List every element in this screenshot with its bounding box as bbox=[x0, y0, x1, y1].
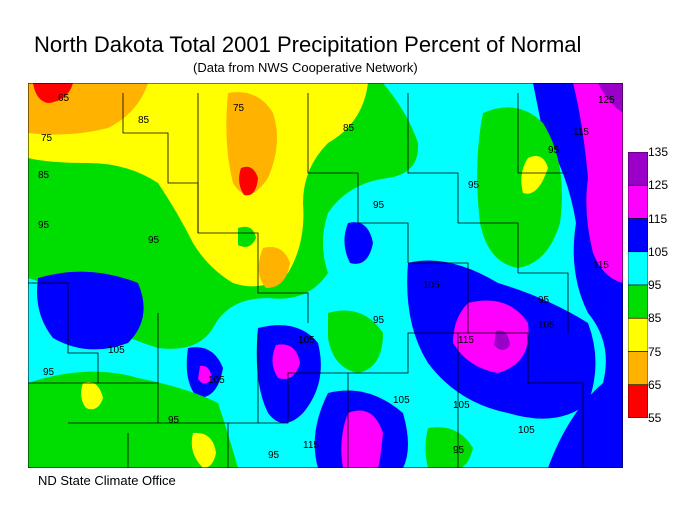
contour-label: 125 bbox=[598, 95, 615, 106]
color-legend bbox=[628, 152, 648, 418]
region-105-115-west bbox=[37, 271, 144, 350]
region-55-65-central bbox=[239, 166, 258, 196]
contour-label: 105 bbox=[108, 345, 125, 356]
contour-label: 75 bbox=[233, 103, 245, 114]
legend-label: 95 bbox=[648, 278, 662, 292]
contour-label: 85 bbox=[343, 123, 355, 134]
legend-label: 75 bbox=[648, 344, 662, 359]
region-115-125-south2 bbox=[341, 410, 383, 468]
legend-swatch bbox=[628, 218, 648, 253]
credit-text: ND State Climate Office bbox=[38, 473, 176, 488]
county-boundaries bbox=[28, 93, 584, 468]
region-105-115-center bbox=[344, 222, 373, 264]
region-85-95-ne bbox=[477, 107, 562, 268]
contour-label: 95 bbox=[373, 315, 385, 326]
contour-label: 115 bbox=[593, 260, 609, 271]
legend-swatch bbox=[628, 251, 648, 286]
contour-label: 105 bbox=[423, 280, 440, 291]
contour-label: 95 bbox=[548, 145, 560, 156]
contour-label: 115 bbox=[458, 335, 474, 346]
contour-label: 95 bbox=[168, 415, 180, 426]
contour-label: 105 bbox=[208, 375, 225, 386]
contour-label: 95 bbox=[268, 450, 280, 461]
region-85-95-sw bbox=[28, 371, 238, 468]
map-title: North Dakota Total 2001 Precipitation Pe… bbox=[34, 32, 582, 57]
contour-label: 95 bbox=[43, 367, 55, 378]
contour-label: 65 bbox=[58, 93, 70, 104]
contour-label: 105 bbox=[453, 400, 470, 411]
legend-swatch bbox=[628, 284, 648, 319]
map-subtitle: (Data from NWS Cooperative Network) bbox=[193, 60, 418, 75]
region-85-95-se bbox=[425, 427, 473, 468]
contour-label: 95 bbox=[148, 235, 160, 246]
legend-label: 55 bbox=[648, 411, 662, 425]
legend-label: 115 bbox=[648, 211, 668, 226]
region-65-75-south bbox=[258, 247, 290, 288]
contour-label: 105 bbox=[518, 425, 535, 436]
contour-label: 95 bbox=[38, 220, 50, 231]
legend-swatch bbox=[628, 317, 648, 352]
legend-swatch bbox=[628, 351, 648, 386]
region-125-135 bbox=[598, 83, 623, 113]
contour-label: 75 bbox=[41, 133, 53, 144]
contour-label: 85 bbox=[38, 170, 50, 181]
region-115-125-sw bbox=[198, 365, 212, 384]
contour-label: 95 bbox=[468, 180, 480, 191]
contour-label: 85 bbox=[138, 115, 150, 126]
legend-label: 65 bbox=[648, 377, 662, 392]
region-115-125 bbox=[573, 83, 623, 283]
region-75-85-s bbox=[191, 432, 216, 468]
precipitation-map: 65 75 85 75 85 85 95 95 95 95 95 95 95 9… bbox=[28, 83, 623, 468]
contour-label: 105 bbox=[298, 335, 315, 346]
legend-label: 135 bbox=[648, 145, 669, 159]
legend-swatch bbox=[628, 152, 648, 186]
legend-swatch bbox=[628, 184, 648, 219]
region-55-65-nw bbox=[33, 83, 73, 103]
contour-label: 95 bbox=[538, 295, 550, 306]
region-115-125-east bbox=[453, 300, 529, 373]
region-125-135-east bbox=[494, 330, 510, 350]
region-75-85-sw bbox=[81, 382, 103, 410]
region-65-75-central bbox=[226, 92, 277, 195]
region-85-95-c bbox=[328, 310, 383, 373]
contour-label: 95 bbox=[373, 200, 385, 211]
legend-label: 85 bbox=[648, 311, 662, 326]
legend-label: 105 bbox=[648, 244, 669, 259]
region-115-125-south bbox=[272, 344, 300, 379]
contour-label: 105 bbox=[393, 395, 410, 406]
region-85-95-small bbox=[238, 226, 256, 247]
contour-label: 105 bbox=[538, 320, 555, 331]
contour-label: 95 bbox=[453, 445, 465, 456]
region-75-85-ne bbox=[521, 155, 548, 194]
contour-label: 115 bbox=[303, 440, 319, 451]
legend-swatch bbox=[628, 384, 648, 418]
contour-label: 115 bbox=[573, 127, 589, 138]
legend-label: 125 bbox=[648, 178, 669, 193]
